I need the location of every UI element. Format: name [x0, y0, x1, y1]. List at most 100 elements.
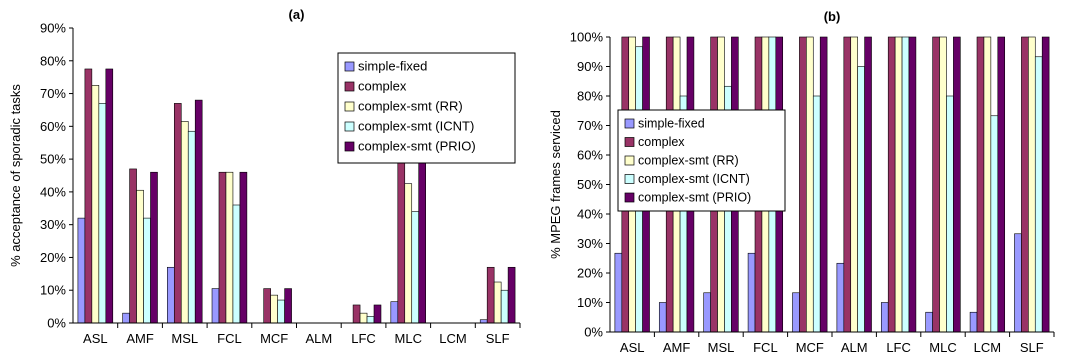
- y-tick-label: 60%: [577, 148, 603, 163]
- bar: [925, 311, 933, 333]
- y-tick-label: 20%: [577, 266, 603, 281]
- y-tick-label: 50%: [40, 152, 66, 167]
- x-tick-label: SLF: [1020, 340, 1044, 355]
- bar: [658, 302, 667, 333]
- bar: [836, 262, 845, 333]
- bar: [507, 266, 516, 324]
- y-tick-label: 10%: [577, 295, 603, 310]
- legend: simple-fixed complex complex-smt (RR) compl…: [617, 109, 786, 212]
- bar: [232, 204, 241, 324]
- bar: [983, 36, 992, 333]
- bar: [500, 289, 509, 324]
- y-tick-label: 80%: [40, 53, 66, 68]
- bar: [857, 66, 865, 333]
- chart-title: (a): [289, 7, 305, 22]
- bar: [901, 36, 910, 333]
- y-tick-label: 0%: [584, 325, 603, 340]
- bar: [173, 103, 182, 324]
- y-tick-label: 20%: [40, 250, 66, 265]
- bar: [418, 155, 426, 324]
- bar: [850, 36, 858, 333]
- y-tick-label: 40%: [577, 207, 603, 222]
- bar: [997, 36, 1006, 333]
- bar: [84, 68, 93, 324]
- bar: [105, 68, 114, 324]
- bar: [411, 211, 420, 324]
- bar: [806, 36, 814, 333]
- bar: [136, 189, 144, 324]
- bar: [359, 312, 368, 324]
- x-tick-label: FCL: [753, 340, 778, 355]
- x-tick-label: AMF: [126, 331, 154, 346]
- x-tick-label: MSL: [708, 340, 735, 355]
- bar: [1021, 36, 1029, 333]
- bar: [747, 252, 756, 333]
- x-tick-label: MSL: [171, 331, 198, 346]
- y-tick-label: 90%: [40, 21, 66, 36]
- bar: [880, 302, 889, 333]
- bar: [122, 312, 130, 324]
- bar: [908, 36, 917, 333]
- bar: [390, 301, 399, 324]
- x-tick-label: LCM: [974, 340, 1001, 355]
- legend-label: complex-smt (PRIO): [358, 139, 476, 154]
- x-tick-label: LCM: [439, 331, 466, 346]
- x-tick-label: LFC: [351, 331, 376, 346]
- bar: [932, 36, 940, 333]
- bar: [969, 311, 978, 333]
- x-tick-label: SLF: [486, 331, 510, 346]
- bar: [225, 171, 234, 324]
- x-tick-label: ASL: [83, 331, 108, 346]
- bar: [187, 130, 196, 324]
- bar: [239, 171, 248, 324]
- legend-label: complex-smt (ICNT): [358, 119, 474, 134]
- chart-title: (b): [824, 9, 841, 24]
- y-tick-label: 30%: [577, 236, 603, 251]
- legend-label: complex-smt (RR): [638, 154, 739, 168]
- legend-swatch: [344, 121, 355, 132]
- x-tick-label: ALM: [305, 331, 332, 346]
- legend: simple-fixed complex complex-smt (RR) compl…: [337, 52, 516, 164]
- legend-swatch: [624, 118, 635, 129]
- bar: [270, 294, 278, 324]
- bar: [939, 36, 947, 333]
- bar: [91, 85, 100, 324]
- y-tick-label: 90%: [577, 59, 603, 74]
- bar: [946, 95, 954, 333]
- legend-label: complex: [358, 79, 407, 94]
- bar: [799, 36, 807, 333]
- x-tick-label: MCF: [260, 331, 288, 346]
- bar: [180, 121, 189, 324]
- legend-label: simple-fixed: [358, 59, 427, 74]
- y-axis-label: % acceptance of sporadic tasks: [8, 84, 23, 267]
- legend-box: [617, 109, 786, 212]
- legend-label: complex-smt (PRIO): [638, 191, 751, 205]
- bar: [953, 36, 961, 333]
- bar: [1034, 56, 1043, 333]
- bar: [129, 168, 137, 324]
- legend-label: complex-smt (ICNT): [638, 172, 750, 186]
- y-tick-label: 70%: [40, 86, 66, 101]
- x-tick-label: LFC: [886, 340, 911, 355]
- bar: [150, 171, 158, 324]
- y-tick-label: 30%: [40, 217, 66, 232]
- bar: [366, 316, 375, 324]
- bar: [218, 171, 227, 324]
- legend-label: simple-fixed: [638, 117, 705, 131]
- bar: [277, 299, 285, 324]
- bar: [976, 36, 985, 333]
- bar: [703, 292, 711, 333]
- bar: [194, 99, 203, 324]
- legend-swatch: [344, 61, 355, 72]
- legend-swatch: [624, 192, 635, 203]
- bar: [77, 217, 86, 324]
- bar: [98, 103, 107, 324]
- bar: [812, 95, 821, 333]
- bar: [404, 183, 413, 324]
- chart-b: (b) % MPEG frames serviced 0% 10% 20% 30% 40% 5…: [548, 9, 1055, 355]
- y-tick-label: 60%: [40, 119, 66, 134]
- x-tick-label: MLC: [395, 331, 422, 346]
- x-tick-label: MLC: [929, 340, 956, 355]
- y-tick-label: 10%: [40, 283, 66, 298]
